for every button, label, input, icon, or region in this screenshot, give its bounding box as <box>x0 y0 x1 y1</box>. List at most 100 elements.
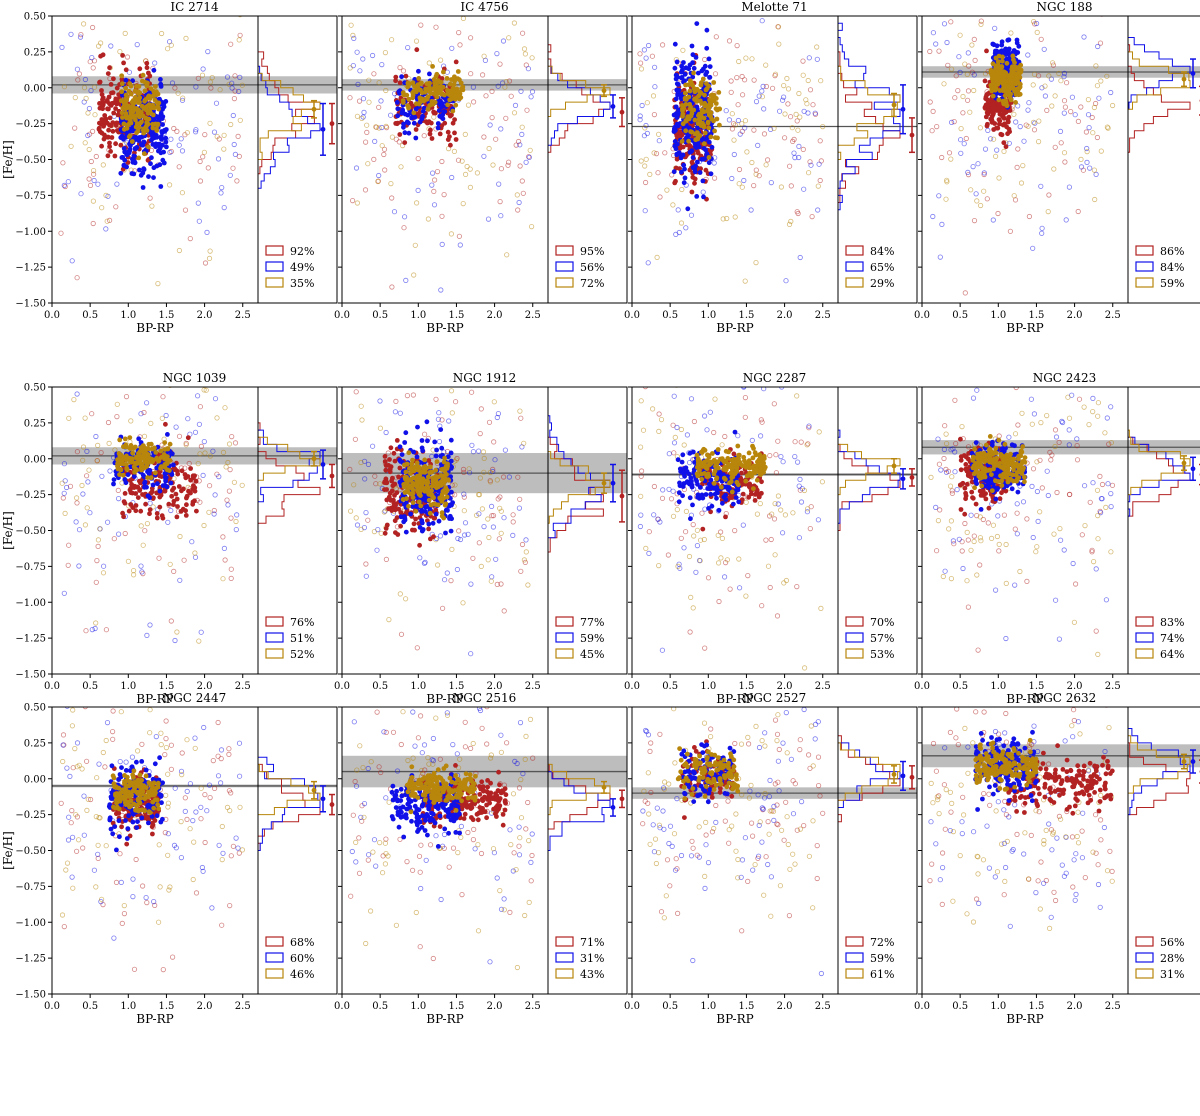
open-marker <box>742 394 749 401</box>
open-marker <box>758 351 762 355</box>
open-marker <box>177 533 183 540</box>
open-marker <box>165 46 171 52</box>
open-marker <box>751 127 757 133</box>
open-marker <box>86 105 93 112</box>
open-marker <box>1046 73 1052 79</box>
open-marker <box>93 153 99 160</box>
data-point-blue <box>673 96 679 102</box>
data-point-red <box>101 136 107 142</box>
data-point-red <box>428 127 433 133</box>
data-point-gold <box>144 128 150 133</box>
open-marker <box>454 566 460 573</box>
open-marker <box>763 537 769 543</box>
open-marker <box>927 99 933 105</box>
data-point-gold <box>153 84 158 89</box>
open-marker <box>66 415 72 421</box>
data-point-blue <box>439 445 445 451</box>
open-marker <box>776 41 782 47</box>
data-point-gold <box>117 437 123 443</box>
data-point-gold <box>148 475 154 481</box>
open-marker <box>448 231 454 237</box>
data-point-blue <box>122 149 128 155</box>
data-point-gold <box>162 440 168 445</box>
data-point-blue <box>149 155 154 161</box>
open-marker <box>197 158 203 165</box>
data-point-blue <box>707 75 712 80</box>
data-point-gold <box>434 459 440 464</box>
data-point-gold <box>130 456 135 462</box>
open-marker <box>529 55 535 61</box>
open-marker <box>356 98 363 104</box>
data-point-red <box>108 82 114 87</box>
data-point-gold <box>425 106 431 112</box>
open-marker <box>189 539 195 545</box>
data-point-blue <box>674 59 680 65</box>
open-marker <box>468 71 474 77</box>
open-marker <box>501 515 507 521</box>
data-point-blue <box>408 511 413 517</box>
open-marker <box>702 645 708 651</box>
open-marker <box>470 555 476 561</box>
open-marker <box>670 422 676 428</box>
data-point-gold <box>426 474 431 480</box>
open-marker <box>228 515 234 521</box>
open-marker <box>494 50 500 57</box>
legend-swatch-red <box>555 245 574 256</box>
open-marker <box>716 598 722 605</box>
open-marker <box>515 138 522 145</box>
open-marker <box>688 212 695 218</box>
data-point-blue <box>701 146 707 151</box>
open-marker <box>1006 140 1012 146</box>
open-markers <box>927 16 1116 296</box>
open-marker <box>670 488 676 494</box>
open-marker <box>796 143 802 149</box>
open-marker <box>982 71 989 77</box>
open-marker <box>957 69 963 76</box>
open-marker <box>649 406 656 412</box>
open-marker <box>674 506 680 513</box>
data-point-red <box>183 513 189 518</box>
open-marker <box>526 154 532 160</box>
open-marker <box>113 204 119 210</box>
data-point-gold <box>691 70 696 76</box>
data-point-blue <box>118 135 124 141</box>
open-marker <box>75 77 81 83</box>
open-marker <box>503 79 509 85</box>
open-marker <box>945 62 951 68</box>
open-marker <box>1083 129 1090 135</box>
data-point-blue <box>142 484 147 490</box>
open-marker <box>377 481 383 487</box>
open-marker <box>168 618 174 624</box>
open-marker <box>117 48 123 55</box>
open-marker <box>156 555 162 561</box>
data-point-red <box>105 106 110 112</box>
data-point-blue <box>706 56 712 62</box>
data-point-blue <box>111 477 117 482</box>
open-marker <box>229 433 235 440</box>
data-point-blue <box>673 104 679 110</box>
data-point-gold <box>435 502 441 508</box>
open-marker <box>198 443 204 449</box>
open-marker <box>94 557 100 564</box>
open-marker <box>197 178 204 184</box>
data-point-gold <box>698 82 704 88</box>
open-marker <box>488 503 495 509</box>
open-marker <box>817 138 823 144</box>
legend-label: 72% <box>580 277 604 290</box>
open-marker <box>506 474 512 480</box>
open-marker <box>1061 150 1068 156</box>
open-marker <box>739 92 746 98</box>
open-marker <box>211 507 217 514</box>
open-marker <box>364 122 370 128</box>
open-marker <box>741 387 747 389</box>
data-point-gold <box>429 102 435 107</box>
open-marker <box>91 84 98 90</box>
data-point-red <box>384 487 389 492</box>
data-point-red <box>989 119 995 125</box>
open-marker <box>936 48 942 54</box>
open-marker <box>80 444 87 450</box>
open-marker <box>953 73 959 79</box>
legend-label: 76% <box>290 616 314 629</box>
open-marker <box>193 127 199 133</box>
open-marker <box>418 22 424 28</box>
